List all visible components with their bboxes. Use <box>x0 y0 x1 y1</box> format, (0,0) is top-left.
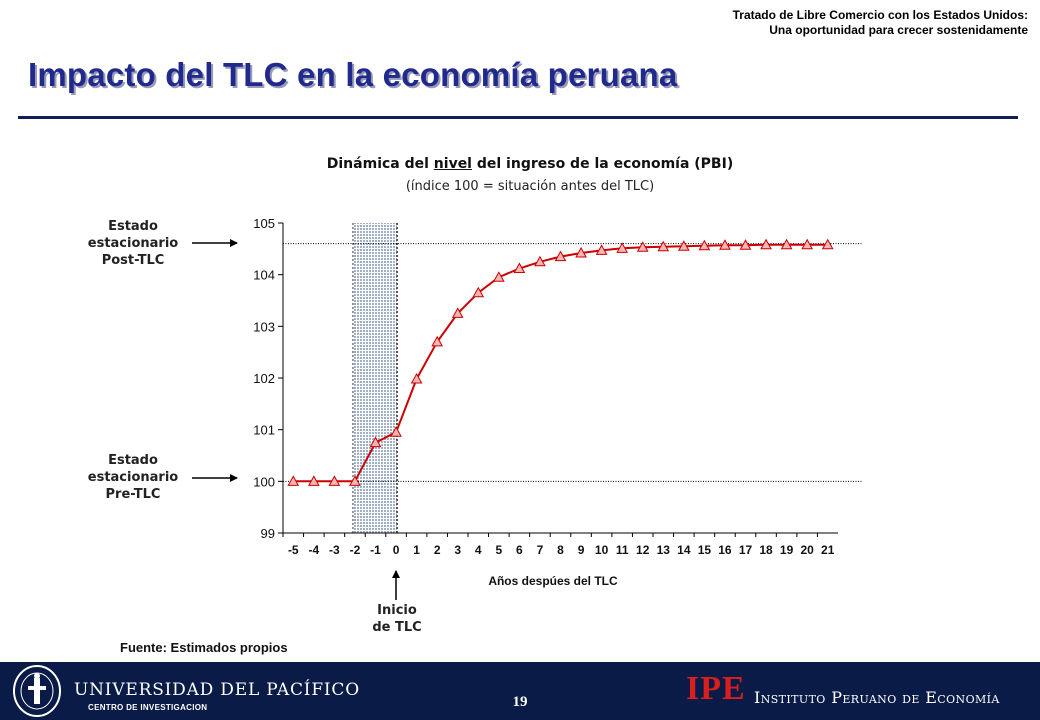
data-point-marker <box>760 238 772 250</box>
ipe-logo: IPE <box>686 670 746 707</box>
data-point-marker <box>534 255 546 267</box>
data-point-marker <box>677 240 690 251</box>
data-point-marker <box>390 426 402 437</box>
x-tick-label: -4 <box>308 543 319 557</box>
y-tick-label: 99 <box>261 526 275 541</box>
x-tick-label: 7 <box>537 543 544 557</box>
y-tick-label: 103 <box>253 319 275 334</box>
x-tick-label: 9 <box>578 543 585 557</box>
x-tick-label: 3 <box>454 543 461 557</box>
x-tick-label: 13 <box>657 543 671 557</box>
x-tick-label: 6 <box>516 543 523 557</box>
x-tick-label: 14 <box>677 543 691 557</box>
x-axis-title: Años despúes del TLC <box>488 574 618 588</box>
footer-bar <box>0 662 1040 720</box>
x-tick-label: 20 <box>800 543 814 557</box>
pre-tlc-label-line3: Pre-TLC <box>105 487 161 502</box>
data-point-marker <box>307 475 320 486</box>
data-point-marker <box>328 475 341 486</box>
x-tick-label: -1 <box>370 543 381 557</box>
data-point-marker <box>739 239 752 250</box>
header-note: Tratado de Libre Comercio con los Estado… <box>733 8 1028 38</box>
data-point-marker <box>349 475 361 486</box>
x-tick-label: 17 <box>739 543 753 557</box>
data-point-marker <box>575 246 587 258</box>
y-tick-label: 104 <box>253 268 275 283</box>
post-tlc-label: Estado estacionario Post-TLC <box>58 218 208 269</box>
data-point-marker <box>657 240 670 252</box>
transition-shaded-area <box>352 223 398 533</box>
pre-tlc-label-line2: estacionario <box>87 470 179 485</box>
ipe-institute-name: Instituto Peruano de Economía <box>754 688 1000 707</box>
post-tlc-label-line2: estacionario <box>87 236 179 251</box>
y-tick-label: 100 <box>253 474 275 489</box>
x-tick-label: -5 <box>288 543 299 557</box>
x-tick-label: 11 <box>616 543 629 557</box>
data-point-marker <box>431 335 444 347</box>
data-point-marker <box>821 238 834 250</box>
data-point-marker <box>719 239 731 250</box>
chart-title-start: Dinámica del <box>326 156 434 172</box>
x-tick-label: 12 <box>636 543 650 557</box>
x-tick-label: -3 <box>329 543 340 557</box>
source-note: Fuente: Estimados propios <box>120 640 288 655</box>
data-point-marker <box>513 262 526 273</box>
chart-title-end: del ingreso de la economía (PBI) <box>471 156 734 172</box>
x-tick-label: -2 <box>350 543 361 557</box>
x-tick-label: 10 <box>595 543 609 557</box>
x-tick-label: 19 <box>780 543 794 557</box>
header-note-line2: Una oportunidad para crecer sostenidamen… <box>769 23 1028 37</box>
x-tick-label: 4 <box>475 543 482 557</box>
x-tick-label: 21 <box>821 543 835 557</box>
pre-tlc-label-line1: Estado <box>108 453 158 468</box>
data-point-marker <box>369 436 382 448</box>
x-tick-label: 5 <box>495 543 502 557</box>
data-point-marker <box>492 271 505 282</box>
page-number: 19 <box>512 694 528 710</box>
tlc-start-label-line2: de TLC <box>372 620 422 635</box>
tlc-start-label-line1: Inicio <box>377 603 417 618</box>
data-point-marker <box>616 242 629 253</box>
tlc-start-label: Inicio de TLC <box>322 602 472 636</box>
header-note-line1: Tratado de Libre Comercio con los Estado… <box>732 8 1028 22</box>
data-point-marker <box>801 238 814 250</box>
post-tlc-label-line3: Post-TLC <box>101 253 165 268</box>
chart-subtitle: (índice 100 = situación antes del TLC) <box>405 179 655 194</box>
data-point-marker <box>636 241 649 252</box>
slide-title: Impacto del TLC en la economía peruana <box>28 56 678 93</box>
data-point-marker <box>595 244 608 255</box>
data-point-marker <box>698 239 711 251</box>
x-tick-label: 16 <box>718 543 732 557</box>
y-tick-label: 105 <box>253 216 275 231</box>
y-tick-label: 101 <box>253 423 275 438</box>
data-point-marker <box>472 286 485 298</box>
x-tick-label: 18 <box>759 543 773 557</box>
research-center-name: CENTRO DE INVESTIGACION <box>88 703 208 712</box>
data-point-marker <box>287 475 300 486</box>
data-point-marker <box>451 307 464 318</box>
x-tick-label: 15 <box>698 543 712 557</box>
pre-tlc-label: Estado estacionario Pre-TLC <box>58 452 208 503</box>
university-name: UNIVERSIDAD DEL PACÍFICO <box>74 680 360 700</box>
x-tick-label: 2 <box>434 543 441 557</box>
data-point-marker <box>410 373 423 384</box>
university-seal-icon <box>13 665 61 717</box>
x-tick-label: 0 <box>393 543 400 557</box>
chart-title: Dinámica del nivel del ingreso de la eco… <box>0 156 1040 172</box>
chart-title-underlined: nivel <box>433 156 472 172</box>
x-tick-label: 1 <box>413 543 420 557</box>
data-point-marker <box>780 238 793 250</box>
post-tlc-label-line1: Estado <box>108 219 158 234</box>
data-point-marker <box>554 250 567 262</box>
y-tick-label: 102 <box>253 371 275 386</box>
x-tick-label: 8 <box>557 543 564 557</box>
title-divider <box>18 116 1018 119</box>
